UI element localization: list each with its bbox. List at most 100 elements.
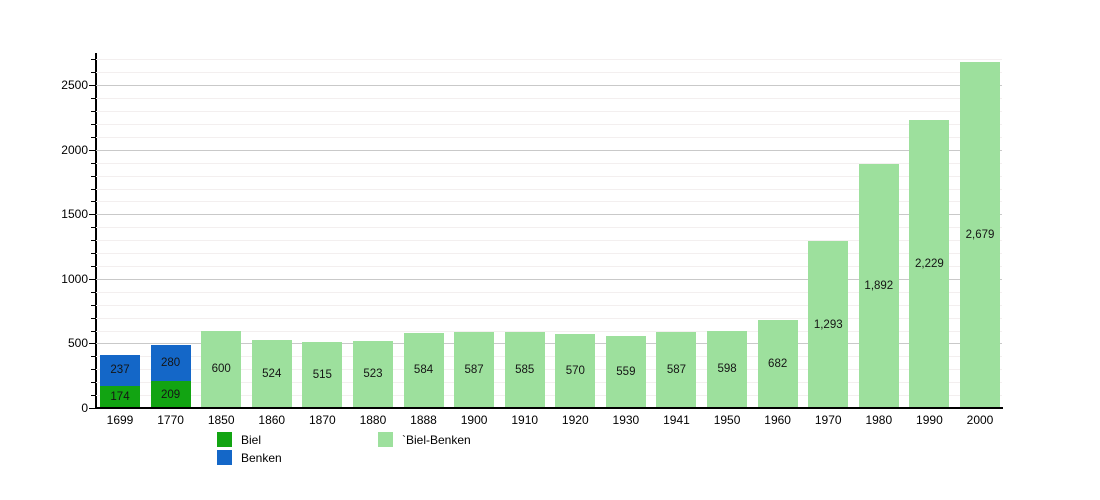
gridline bbox=[96, 304, 1002, 306]
legend-label: `Biel-Benken bbox=[402, 433, 471, 447]
y-tick-label: 1500 bbox=[61, 207, 88, 222]
bar-segment-biel-benken bbox=[858, 163, 899, 408]
y-tick bbox=[91, 356, 96, 358]
bar-value-label: 600 bbox=[211, 363, 231, 376]
gridline bbox=[96, 253, 1002, 255]
y-tick bbox=[89, 214, 96, 216]
y-tick bbox=[91, 395, 96, 397]
bar-value-label: 524 bbox=[262, 368, 282, 381]
y-tick bbox=[91, 111, 96, 113]
bar-value-label: 559 bbox=[616, 365, 636, 378]
gridline bbox=[96, 111, 1002, 113]
x-axis-line bbox=[95, 407, 1003, 409]
x-tick-label: 1941 bbox=[663, 413, 690, 427]
gridline bbox=[96, 98, 1002, 100]
gridline bbox=[96, 85, 1002, 87]
gridline bbox=[96, 214, 1002, 216]
legend-swatch bbox=[217, 432, 232, 447]
x-tick-label: 1870 bbox=[308, 413, 336, 427]
gridline bbox=[96, 369, 1002, 371]
bar-value-label: 587 bbox=[464, 364, 484, 377]
gridline bbox=[96, 162, 1002, 164]
y-tick bbox=[89, 408, 96, 409]
y-tick bbox=[91, 317, 96, 319]
x-tick-label: 1960 bbox=[764, 413, 791, 427]
bar-value-label: 587 bbox=[666, 364, 687, 377]
bar-segment-biel-benken bbox=[302, 341, 343, 408]
x-tick-label: 1888 bbox=[410, 413, 437, 427]
y-tick bbox=[91, 227, 96, 229]
bar-value-label: 598 bbox=[717, 363, 737, 376]
x-tick-label: 2000 bbox=[966, 413, 994, 427]
gridline bbox=[96, 149, 1002, 151]
y-tick bbox=[91, 304, 96, 306]
x-tick-label: 1970 bbox=[814, 413, 842, 427]
bar-value-label: 682 bbox=[768, 357, 788, 370]
y-tick-label: 2500 bbox=[61, 78, 88, 93]
bar-value-label: 1,293 bbox=[813, 318, 843, 331]
bar-value-label: 2,679 bbox=[965, 229, 995, 242]
gridline bbox=[96, 188, 1002, 190]
bar-value-label: 237 bbox=[110, 364, 130, 377]
bar-value-label: 585 bbox=[515, 364, 535, 377]
legend-item: Biel bbox=[217, 432, 261, 447]
gridline bbox=[96, 136, 1002, 138]
gridline bbox=[96, 72, 1002, 74]
y-tick bbox=[91, 266, 96, 267]
x-tick-label: 1910 bbox=[511, 413, 539, 427]
bar-segment-biel bbox=[100, 385, 140, 408]
gridline bbox=[96, 317, 1002, 319]
x-tick-label: 1900 bbox=[460, 413, 488, 427]
y-tick-label: 2000 bbox=[61, 142, 88, 157]
gridline bbox=[96, 356, 1002, 358]
y-tick-label: 1000 bbox=[61, 271, 88, 286]
legend-item: Benken bbox=[217, 450, 282, 465]
legend-swatch bbox=[217, 450, 232, 465]
y-tick bbox=[91, 98, 96, 100]
x-tick-label: 1990 bbox=[916, 413, 943, 427]
bar-segment-biel-benken bbox=[808, 241, 849, 408]
x-tick-label: 1850 bbox=[207, 413, 235, 427]
y-tick bbox=[91, 382, 96, 384]
y-tick-label: 500 bbox=[67, 336, 88, 351]
y-tick bbox=[91, 59, 96, 61]
y-tick bbox=[91, 175, 96, 177]
y-tick bbox=[89, 278, 96, 280]
plot-area: 174 237 209 280 600 524 515 523 584 587 585 570 559 5… bbox=[96, 53, 1002, 408]
x-tick-label: 1699 bbox=[106, 413, 134, 427]
y-tick bbox=[91, 162, 96, 164]
gridline bbox=[96, 201, 1002, 203]
gridline bbox=[96, 291, 1002, 293]
bar-segment-biel-benken bbox=[352, 340, 393, 408]
bar-segment-biel-benken bbox=[909, 120, 950, 408]
y-tick bbox=[91, 330, 96, 332]
bar-segment-benken bbox=[100, 354, 140, 386]
x-tick-label: 1920 bbox=[561, 413, 589, 427]
bar-segment-biel-benken bbox=[757, 319, 798, 408]
y-tick bbox=[91, 240, 96, 242]
y-tick bbox=[91, 188, 96, 190]
gridline bbox=[96, 266, 1002, 267]
bar-segment-benken bbox=[150, 344, 191, 382]
x-tick-label: 1860 bbox=[258, 413, 286, 427]
y-tick bbox=[91, 369, 96, 371]
y-tick bbox=[91, 136, 96, 138]
gridline bbox=[96, 59, 1002, 61]
gridline bbox=[96, 175, 1002, 177]
gridline bbox=[96, 330, 1002, 332]
y-tick-label: 0 bbox=[81, 401, 88, 415]
y-axis-line bbox=[95, 53, 97, 409]
gridline bbox=[96, 278, 1002, 280]
gridline bbox=[96, 382, 1002, 384]
x-tick-label: 1980 bbox=[865, 413, 893, 427]
y-tick bbox=[89, 149, 96, 151]
bar-segment-biel-benken bbox=[251, 340, 292, 408]
bar-segment-biel-benken bbox=[656, 332, 697, 408]
bar-segment-biel-benken bbox=[605, 335, 646, 408]
bar-value-label: 515 bbox=[312, 368, 332, 381]
bar-segment-biel-benken bbox=[403, 332, 444, 408]
legend-label: Biel bbox=[241, 433, 262, 447]
gridline bbox=[96, 343, 1002, 345]
legend-label: Benken bbox=[241, 451, 282, 465]
bar-segment-biel-benken bbox=[707, 330, 748, 408]
